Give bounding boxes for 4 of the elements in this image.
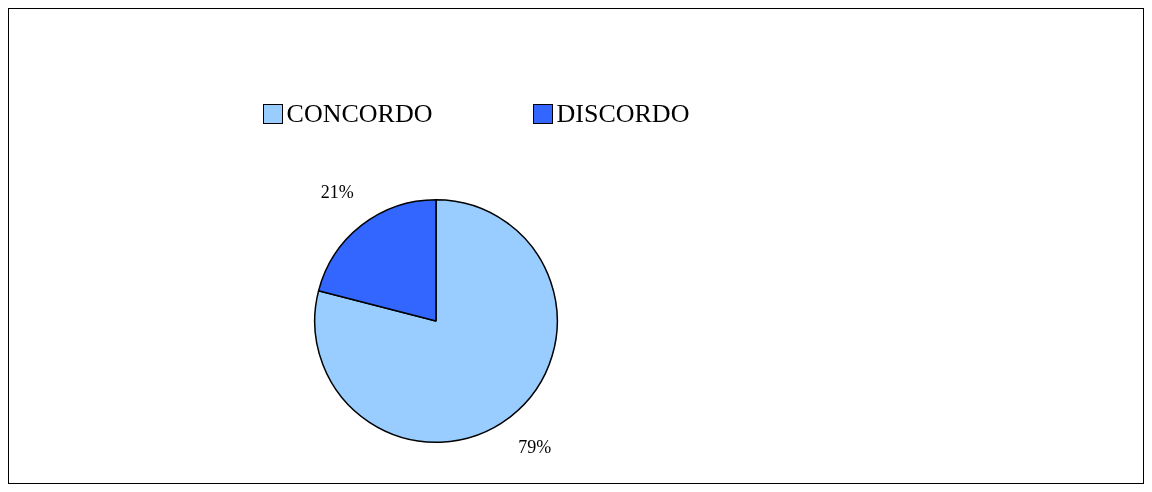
data-label: 79% [518,437,552,458]
legend-label: DISCORDO [556,99,690,129]
legend-label: CONCORDO [286,99,433,129]
data-label: 21% [320,182,354,203]
